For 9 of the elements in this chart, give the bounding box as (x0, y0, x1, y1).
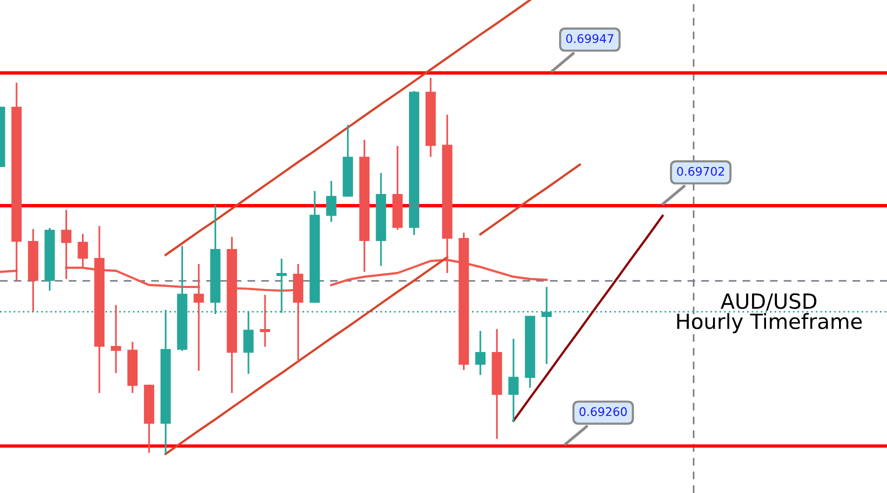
annotation: AUD/USD Hourly Timeframe (677, 293, 862, 334)
annotation: 0.69260 (580, 407, 627, 416)
candlestick (508, 338, 519, 423)
candlestick (260, 294, 270, 348)
annotation: 0.69702 (677, 166, 724, 176)
candlestick (110, 304, 122, 374)
candlestick (475, 330, 486, 376)
candlestick (326, 180, 336, 223)
annotation: 0.69947 (566, 34, 614, 44)
